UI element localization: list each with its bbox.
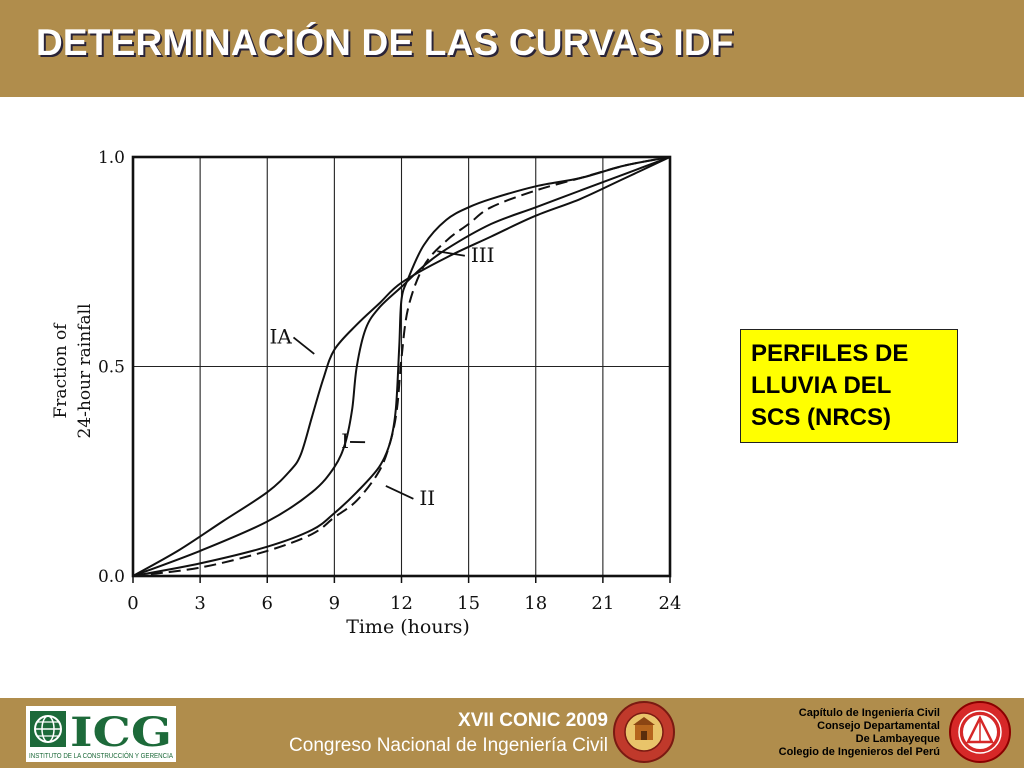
- icg-tagline: INSTITUTO DE LA CONSTRUCCIÓN Y GERENCIA: [29, 751, 173, 760]
- series-curve-iii: [132, 156, 671, 577]
- footer-bar: ICG INSTITUTO DE LA CONSTRUCCIÓN Y GEREN…: [0, 698, 1024, 768]
- x-tick-label-18: 18: [524, 593, 547, 614]
- callout-line-3: SCS (NRCS): [751, 404, 892, 431]
- x-tick-label-12: 12: [390, 593, 413, 614]
- chapter-line-3: De Lambayeque: [855, 733, 940, 745]
- annotation-label-i: I: [341, 429, 349, 453]
- chapter-line-2: Consejo Departamental: [817, 720, 940, 732]
- x-tick-label-15: 15: [457, 593, 480, 614]
- icg-logo: ICG INSTITUTO DE LA CONSTRUCCIÓN Y GEREN…: [26, 706, 176, 762]
- x-axis-label: Time (hours): [346, 616, 470, 638]
- x-tick-label-3: 3: [194, 593, 205, 614]
- series-curve-i: [132, 156, 671, 577]
- x-tick-label-24: 24: [659, 593, 682, 614]
- y-axis-label-line2: 24-hour rainfall: [75, 304, 95, 439]
- icg-logo-text: ICG: [70, 709, 172, 756]
- callout-box: PERFILES DE LLUVIA DEL SCS (NRCS): [740, 329, 958, 443]
- x-tick-label-9: 9: [329, 593, 340, 614]
- x-tick-label-0: 0: [127, 593, 138, 614]
- y-tick-label-0.0: 0.0: [98, 567, 125, 587]
- y-tick-label-1.0: 1.0: [98, 148, 125, 168]
- conference-info: XVII CONIC 2009 Congreso Nacional de Ing…: [240, 710, 608, 760]
- conic-seal: [613, 701, 675, 763]
- annotation-label-ii: II: [419, 486, 435, 510]
- chapter-line-1: Capítulo de Ingeniería Civil: [798, 707, 940, 719]
- conference-name: Congreso Nacional de Ingeniería Civil: [289, 735, 608, 756]
- series-curve-ii: [132, 156, 671, 577]
- callout-line-2: LLUVIA DEL: [751, 372, 892, 399]
- x-tick-label-6: 6: [262, 593, 273, 614]
- title-bar: DETERMINACIÓN DE LAS CURVAS IDF: [0, 0, 1024, 97]
- annotation-label-ia: IA: [269, 324, 292, 348]
- chapter-line-4: Colegio de Ingenieros del Perú: [778, 746, 940, 758]
- annotation-leader-ia: [292, 336, 315, 355]
- annotation-leader-ii: [385, 485, 414, 500]
- annotation-leader-iii: [437, 250, 466, 257]
- x-tick-label-21: 21: [591, 593, 614, 614]
- annotation-label-iii: III: [471, 243, 495, 267]
- cip-seal: [949, 701, 1011, 763]
- y-tick-label-0.5: 0.5: [98, 358, 125, 378]
- conference-edition: XVII CONIC 2009: [458, 710, 608, 731]
- chapter-info: Capítulo de Ingeniería Civil Consejo Dep…: [744, 707, 940, 759]
- callout-line-1: PERFILES DE: [751, 340, 909, 367]
- slide-title: DETERMINACIÓN DE LAS CURVAS IDF: [36, 22, 734, 63]
- y-axis-label-line1: Fraction of: [51, 322, 71, 419]
- series-curve-ia: [132, 156, 671, 577]
